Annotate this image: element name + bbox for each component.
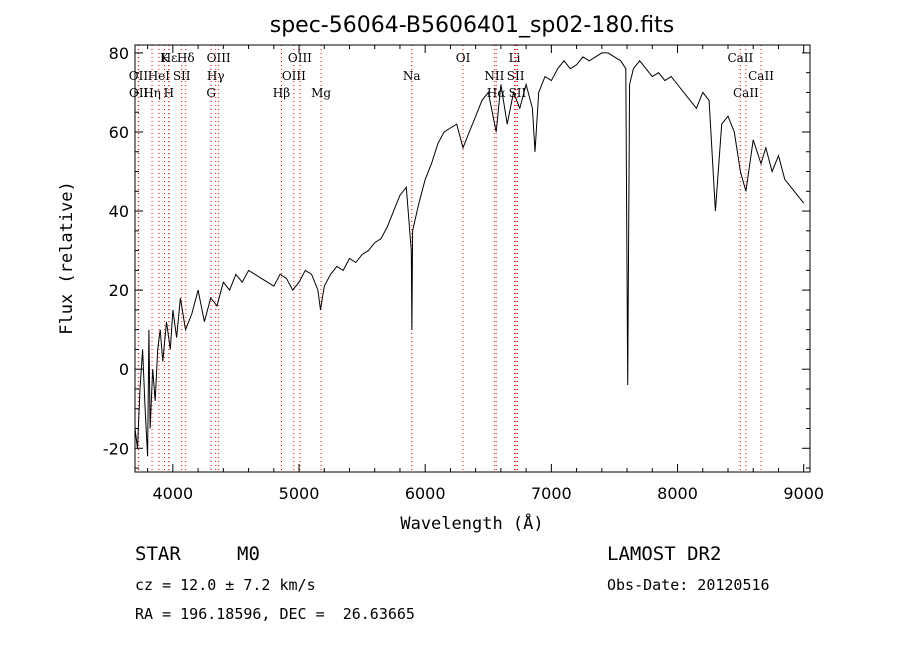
- class-label: STAR: [135, 543, 181, 565]
- line-marker-label: Hβ: [273, 86, 290, 100]
- plot-frame: [134, 44, 811, 473]
- line-marker-label: Hε: [161, 51, 178, 65]
- line-marker-label: OIII: [288, 51, 312, 65]
- line-marker-label: Na: [403, 69, 421, 83]
- line-marker-label: G: [206, 86, 216, 100]
- y-tick-label: 80: [109, 44, 129, 63]
- survey-label: LAMOST DR2: [607, 543, 722, 565]
- y-tick-label: 40: [109, 202, 129, 221]
- line-marker-label: OII: [129, 69, 149, 83]
- line-marker-label: CaII: [748, 69, 774, 83]
- x-tick-label: 7000: [531, 484, 572, 503]
- line-marker-label: Hη: [143, 86, 161, 100]
- x-tick-label: 5000: [279, 484, 320, 503]
- line-marker-label: Hδ: [177, 51, 195, 65]
- chart-title: spec-56064-B5606401_sp02-180.fits: [270, 13, 675, 38]
- line-marker-label: Li: [509, 51, 521, 65]
- line-markers: [137, 45, 762, 472]
- coords-text: RA = 196.18596, DEC = 26.63665: [135, 605, 415, 623]
- y-tick-label: 0: [119, 360, 129, 379]
- y-axis-label: Flux (relative): [57, 181, 77, 335]
- line-marker-label: OIII: [207, 51, 231, 65]
- line-marker-label: H: [164, 86, 174, 100]
- x-tick-label: 6000: [405, 484, 446, 503]
- x-axis-label: Wavelength (Å): [400, 512, 543, 534]
- spectrum-line: [134, 52, 805, 457]
- y-tick-label: 20: [109, 281, 129, 300]
- x-axis-ticks: 4000 5000 6000 7000 8000 9000: [147, 45, 824, 503]
- line-marker-label: K: [160, 51, 170, 65]
- line-marker-label: OII: [129, 86, 149, 100]
- line-marker-label: CaII: [727, 51, 753, 65]
- x-tick-label: 8000: [657, 484, 698, 503]
- line-marker-label: CaII: [733, 86, 759, 100]
- redshift-text: cz = 12.0 ± 7.2 km/s: [135, 576, 316, 594]
- obs-date-text: Obs-Date: 20120516: [607, 576, 770, 594]
- subclass-label: M0: [237, 543, 260, 565]
- y-tick-label: -20: [103, 439, 129, 458]
- line-marker-label: OIII: [282, 69, 306, 83]
- line-marker-label: Mg: [311, 86, 331, 100]
- y-axis-ticks: -20 0 20 40 60 80: [103, 44, 810, 469]
- line-marker-label: NII: [484, 69, 504, 83]
- line-marker-label: OI: [456, 51, 471, 65]
- line-marker-label: HeI: [148, 69, 171, 83]
- y-tick-label: 60: [109, 123, 129, 142]
- line-marker-label: SII: [173, 69, 191, 83]
- line-marker-label: SII: [507, 69, 525, 83]
- x-tick-label: 4000: [152, 484, 193, 503]
- line-marker-label: Hγ: [207, 69, 225, 83]
- x-tick-label: 9000: [783, 484, 824, 503]
